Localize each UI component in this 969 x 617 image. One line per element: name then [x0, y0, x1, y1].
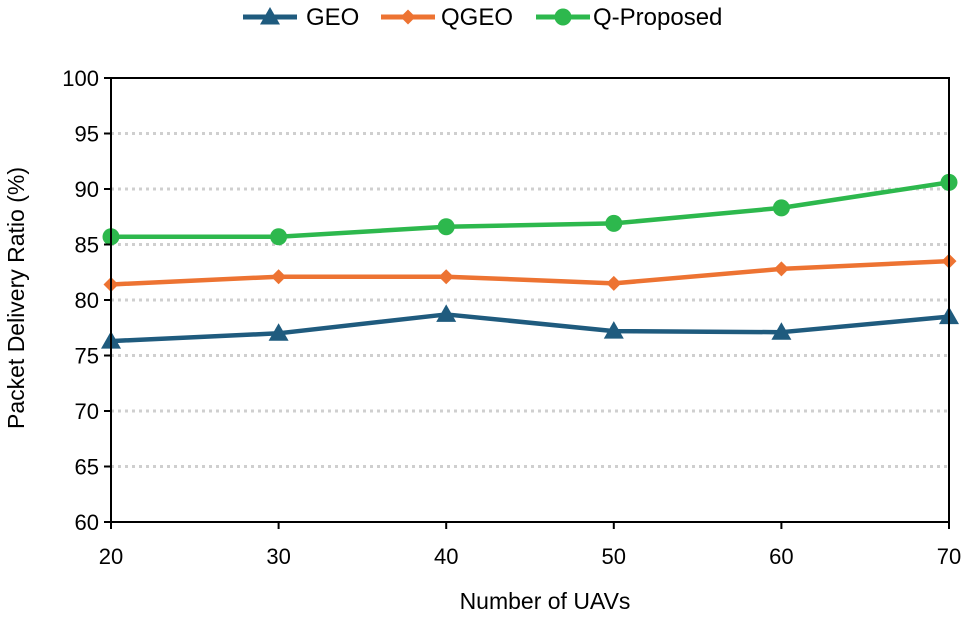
- y-tick-label: 65: [75, 455, 99, 480]
- data-point-qgeo: [773, 261, 789, 277]
- x-tick-label: 70: [937, 544, 961, 569]
- data-point-geo: [771, 322, 792, 340]
- x-tick-label: 50: [602, 544, 626, 569]
- data-point-q-proposed: [437, 218, 455, 236]
- legend-label-qgeo: QGEO: [441, 4, 513, 31]
- y-tick-label: 75: [75, 344, 99, 369]
- y-tick-label: 90: [75, 177, 99, 202]
- series-line-qgeo: [110, 258, 950, 287]
- y-tick-label: 100: [62, 66, 99, 91]
- data-point-qgeo: [438, 269, 454, 285]
- legend-marker-qgeo: [400, 9, 416, 25]
- data-point-q-proposed: [605, 214, 623, 232]
- y-axis-title: Packet Delivery Ratio (%): [3, 167, 29, 429]
- data-point-geo: [603, 321, 624, 339]
- legend-label-geo: GEO: [306, 4, 359, 31]
- data-point-geo: [436, 304, 457, 322]
- series-lines: [101, 173, 959, 349]
- legend: GEO QGEO Q-Proposed: [243, 4, 722, 31]
- legend-label-q-proposed: Q-Proposed: [593, 4, 722, 31]
- series-line-geo: [110, 312, 950, 344]
- legend-marker-geo: [260, 7, 280, 25]
- y-tick-label: 95: [75, 122, 99, 147]
- data-point-q-proposed: [270, 228, 288, 246]
- data-point-qgeo: [271, 269, 287, 285]
- data-point-qgeo: [606, 275, 622, 291]
- legend-marker-q-proposed: [554, 8, 572, 26]
- data-point-geo: [268, 323, 289, 341]
- series-line-q-proposed: [111, 180, 950, 239]
- x-tick-label: 60: [769, 544, 793, 569]
- axes: 60 65 70 75 80 85 90 95 100 20 30 40 50 60 70: [62, 66, 961, 569]
- x-axis-title: Number of UAVs: [460, 588, 631, 614]
- y-tick-label: 80: [75, 288, 99, 313]
- y-tick-label: 60: [75, 510, 99, 535]
- data-point-q-proposed: [772, 199, 790, 217]
- x-tick-label: 30: [266, 544, 290, 569]
- grid-lines: [111, 132, 949, 468]
- y-tick-label: 85: [75, 233, 99, 258]
- y-tick-label: 70: [75, 399, 99, 424]
- x-tick-label: 20: [99, 544, 123, 569]
- x-tick-label: 40: [434, 544, 458, 569]
- plot-frame: [110, 77, 950, 523]
